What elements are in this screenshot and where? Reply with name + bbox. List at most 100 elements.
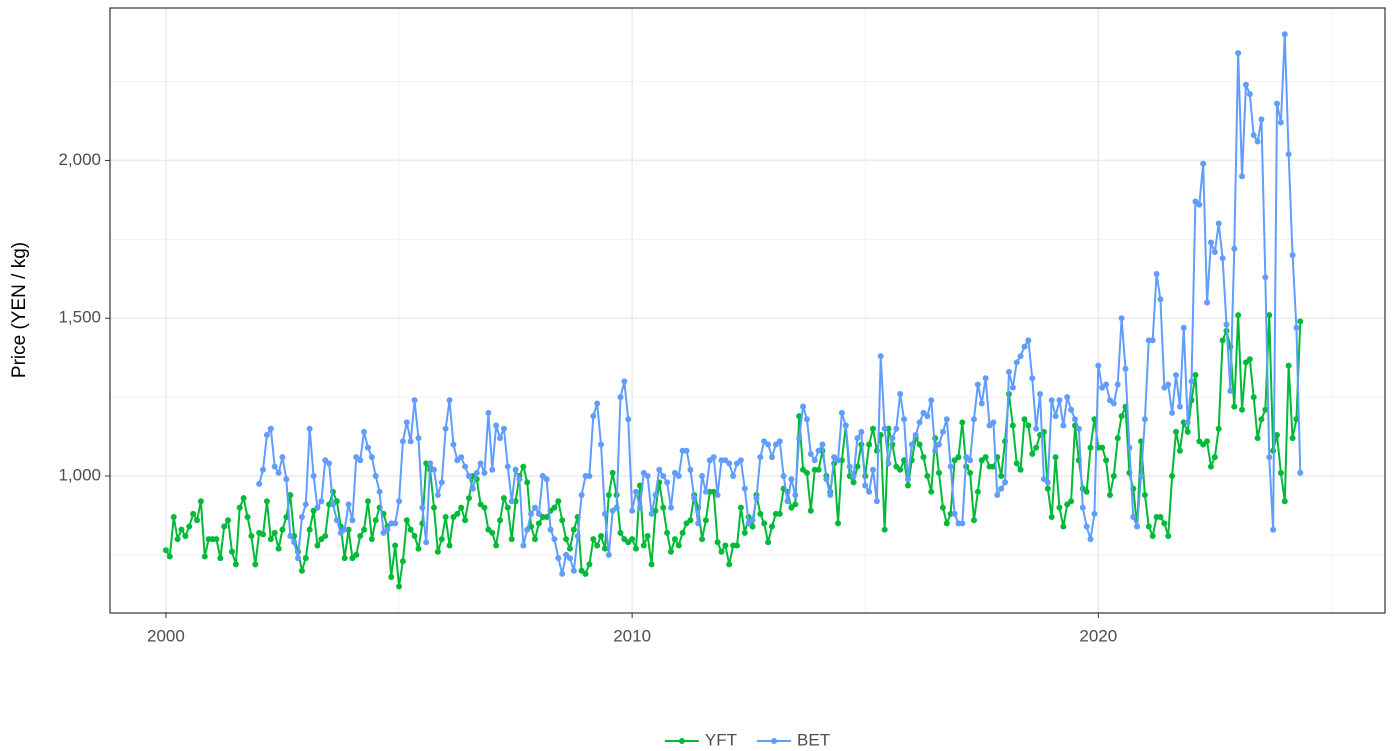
data-point	[687, 466, 694, 473]
data-point	[535, 520, 542, 527]
data-point	[376, 488, 383, 495]
data-point	[500, 425, 507, 432]
data-point	[1138, 473, 1145, 480]
data-point	[1130, 514, 1137, 521]
data-point	[1289, 435, 1296, 442]
y-tick-label: 1,000	[58, 466, 101, 485]
data-point	[1052, 454, 1059, 461]
data-point	[629, 507, 636, 514]
data-point	[1013, 359, 1020, 366]
data-point	[617, 529, 624, 536]
data-point	[967, 469, 974, 476]
data-point	[656, 466, 663, 473]
legend-label: BET	[797, 730, 830, 749]
data-point	[652, 491, 659, 498]
data-point	[1169, 409, 1176, 416]
data-point	[835, 457, 842, 464]
data-point	[520, 542, 527, 549]
data-point	[547, 526, 554, 533]
data-point	[516, 476, 523, 483]
data-point	[1188, 378, 1195, 385]
data-point	[1002, 479, 1009, 486]
data-point	[1235, 312, 1242, 319]
data-point	[458, 454, 465, 461]
data-point	[947, 463, 954, 470]
data-point	[974, 488, 981, 495]
data-point	[621, 378, 628, 385]
data-point	[827, 491, 834, 498]
data-point	[1254, 435, 1261, 442]
data-point	[1025, 337, 1032, 344]
data-point	[267, 425, 274, 432]
data-point	[1273, 100, 1280, 107]
data-point	[629, 536, 636, 543]
data-point	[636, 504, 643, 511]
data-point	[881, 526, 888, 533]
data-point	[174, 536, 181, 543]
data-point	[889, 435, 896, 442]
data-point	[648, 510, 655, 517]
data-point	[1029, 450, 1036, 457]
data-point	[936, 441, 943, 448]
data-point	[260, 466, 267, 473]
data-point	[699, 536, 706, 543]
data-point	[970, 416, 977, 423]
y-axis-label: Price (YEN / kg)	[9, 242, 30, 378]
data-point	[959, 520, 966, 527]
data-point	[714, 539, 721, 546]
data-point	[1064, 394, 1071, 401]
data-point	[796, 413, 803, 420]
data-point	[493, 542, 500, 549]
data-point	[232, 561, 239, 568]
data-point	[570, 526, 577, 533]
data-point	[570, 567, 577, 574]
data-point	[605, 491, 612, 498]
data-point	[368, 454, 375, 461]
data-point	[345, 501, 352, 508]
data-point	[170, 514, 177, 521]
data-point	[1044, 479, 1051, 486]
data-point	[726, 561, 733, 568]
data-point	[1204, 299, 1211, 306]
data-point	[1056, 504, 1063, 511]
data-point	[384, 526, 391, 533]
data-point	[683, 447, 690, 454]
data-point	[364, 444, 371, 451]
data-point	[481, 504, 488, 511]
data-point	[1149, 337, 1156, 344]
data-point	[287, 532, 294, 539]
data-point	[928, 488, 935, 495]
data-point	[1075, 425, 1082, 432]
data-point	[932, 447, 939, 454]
data-point	[1033, 425, 1040, 432]
data-point	[256, 480, 263, 487]
data-point	[967, 457, 974, 464]
data-point	[465, 473, 472, 480]
data-point	[757, 510, 764, 517]
data-point	[1165, 532, 1172, 539]
data-point	[563, 536, 570, 543]
data-point	[263, 432, 270, 439]
data-point	[1250, 394, 1257, 401]
data-point	[236, 504, 243, 511]
data-point	[1114, 381, 1121, 388]
data-point	[862, 482, 869, 489]
data-point	[823, 476, 830, 483]
data-point	[1060, 523, 1067, 530]
data-point	[1021, 416, 1028, 423]
data-point	[1071, 416, 1078, 423]
data-point	[803, 416, 810, 423]
data-point	[1273, 432, 1280, 439]
data-point	[1293, 324, 1300, 331]
data-point	[318, 498, 325, 505]
data-point	[1118, 413, 1125, 420]
data-point	[551, 536, 558, 543]
data-point	[508, 536, 515, 543]
data-point	[532, 504, 539, 511]
data-point	[970, 517, 977, 524]
data-point	[399, 438, 406, 445]
data-point	[1173, 372, 1180, 379]
data-point	[667, 504, 674, 511]
